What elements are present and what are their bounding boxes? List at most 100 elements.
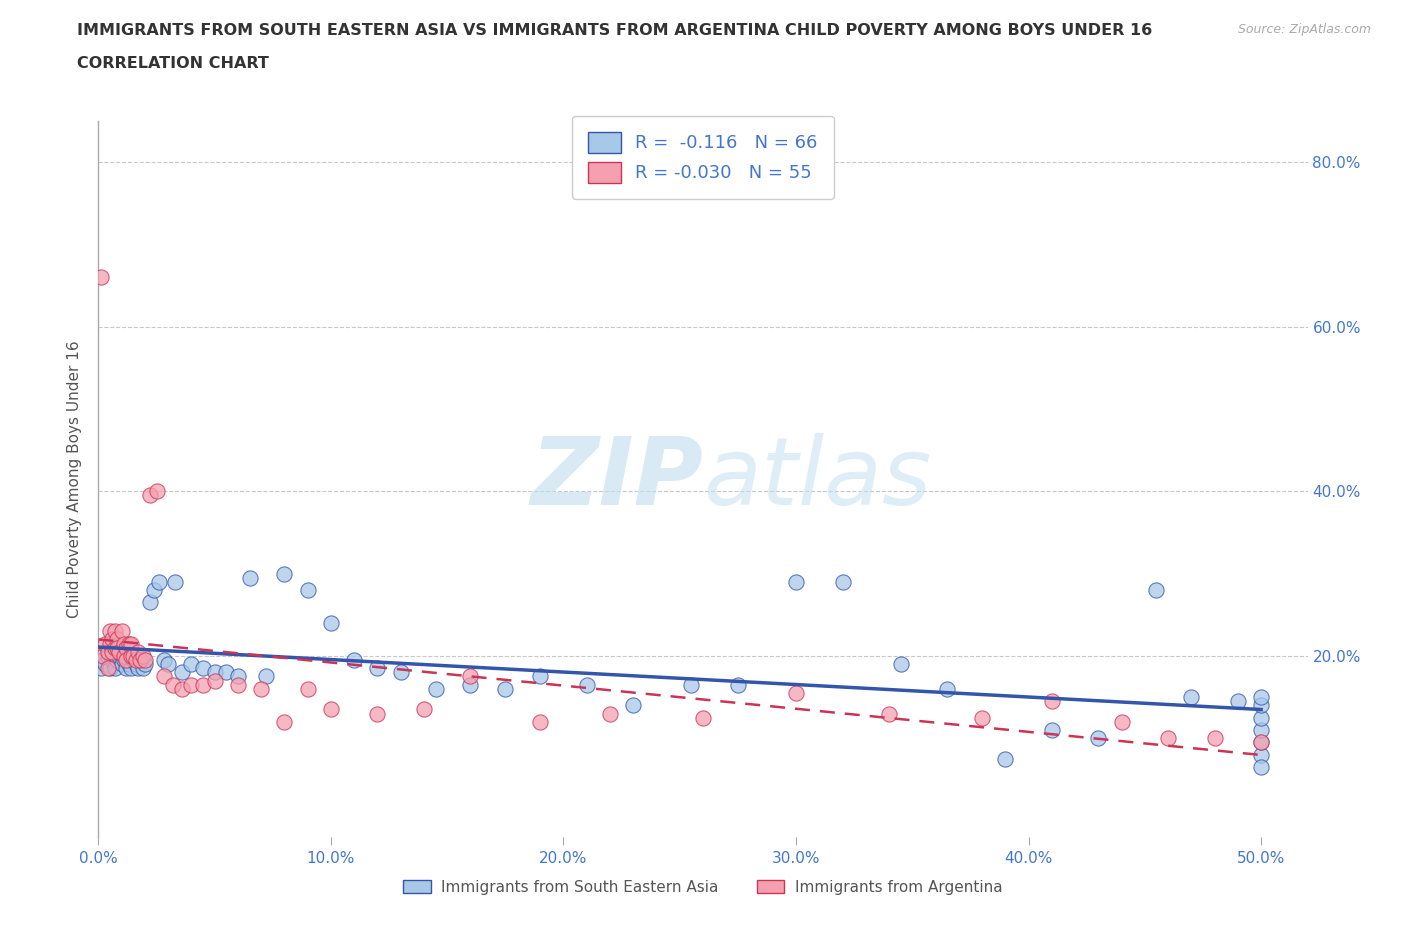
Point [122,648,145,663]
Point [460,669,482,684]
Point [105,653,128,668]
Point [115,653,138,668]
Point [104,624,127,639]
Point [319,616,342,631]
Point [366,661,388,676]
Point [129,653,152,668]
Point [127,661,149,676]
Point [785,575,807,590]
Text: atlas: atlas [703,433,931,525]
Point [127,644,149,659]
Point [120,648,142,663]
Point [250,682,273,697]
Point [180,657,202,671]
Point [1250,711,1272,725]
Point [727,677,749,692]
Point [120,661,142,676]
Text: Source: ZipAtlas.com: Source: ZipAtlas.com [1237,23,1371,36]
Point [204,665,226,680]
Point [831,575,853,590]
Point [131,661,153,676]
Point [621,698,644,712]
Point [152,653,174,668]
Point [101,632,124,647]
Point [890,657,912,671]
Point [111,624,134,639]
Point [172,665,194,680]
Point [131,648,153,663]
Point [460,677,482,692]
Point [1146,582,1168,597]
Point [172,682,194,697]
Point [1157,731,1180,746]
Point [90,661,112,676]
Point [239,570,262,585]
Point [1226,694,1249,709]
Point [343,653,366,668]
Point [681,677,703,692]
Point [115,640,138,655]
Point [134,657,156,671]
Point [970,711,993,725]
Point [1250,747,1272,762]
Point [877,706,900,721]
Point [91,648,114,663]
Point [936,682,959,697]
Point [1250,735,1272,750]
Point [1250,735,1272,750]
Point [152,669,174,684]
Point [108,648,131,663]
Point [115,661,138,676]
Point [319,702,342,717]
Point [112,636,135,651]
Point [91,653,114,668]
Point [254,669,277,684]
Point [97,644,120,659]
Point [104,640,127,655]
Point [389,665,412,680]
Point [994,751,1017,766]
Point [120,636,142,651]
Point [599,706,621,721]
Point [162,677,184,692]
Point [104,661,127,676]
Point [112,653,135,668]
Point [98,661,121,676]
Legend: Immigrants from South Eastern Asia, Immigrants from Argentina: Immigrants from South Eastern Asia, Immi… [396,873,1010,901]
Point [98,624,121,639]
Point [215,665,238,680]
Point [94,636,117,651]
Point [494,682,516,697]
Point [138,595,160,610]
Point [97,661,120,676]
Point [191,661,214,676]
Point [129,653,152,668]
Point [1250,723,1272,737]
Point [273,714,295,729]
Point [191,677,214,692]
Point [101,653,124,668]
Point [143,582,166,597]
Text: ZIP: ZIP [530,433,703,525]
Point [1040,694,1063,709]
Point [101,644,124,659]
Point [97,648,120,663]
Point [575,677,598,692]
Point [157,657,180,671]
Point [529,714,551,729]
Point [413,702,436,717]
Point [1250,760,1272,775]
Point [124,657,146,671]
Point [1087,731,1109,746]
Point [180,677,202,692]
Point [105,632,128,647]
Point [226,669,249,684]
Point [273,566,295,581]
Point [226,677,249,692]
Point [1111,714,1133,729]
Point [204,673,226,688]
Point [105,640,128,655]
Point [134,653,156,668]
Point [165,575,187,590]
Point [112,648,135,663]
